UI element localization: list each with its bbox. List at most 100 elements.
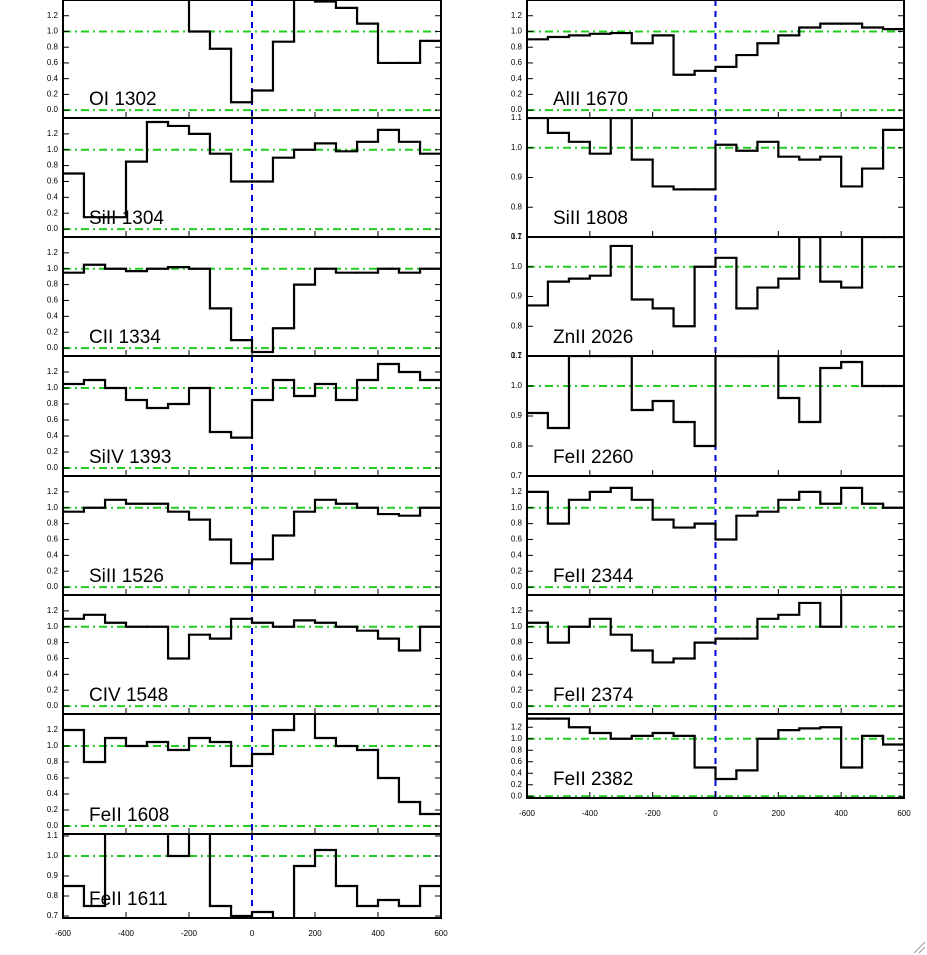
spectrum	[63, 120, 441, 219]
y-tick-label: 0.8	[511, 638, 523, 647]
panel: 0.0 0.2 0.4 0.6 0.8 1.0 1.2 -600 -400 -200 0 200 400…	[511, 713, 911, 818]
spectrum	[63, 362, 441, 439]
y-tick-label: 0.9	[511, 173, 523, 182]
y-tick-label: 0.0	[511, 791, 523, 800]
y-tick-label: 1.2	[47, 248, 59, 257]
y-tick-label: 1.0	[511, 622, 523, 631]
y-tick-label: 1.0	[511, 734, 523, 743]
panel: 0.7 0.8 0.9 1.0 1.1 ZnII 2026	[511, 232, 905, 360]
x-tick-label: -600	[55, 929, 72, 938]
x-tick-label: -200	[181, 929, 198, 938]
panel: 0.0 0.2 0.4 0.6 0.8 1.0 1.2 AlII 1670	[511, 0, 905, 119]
y-tick-label: 1.2	[47, 129, 59, 138]
y-tick-label: 1.0	[511, 262, 523, 271]
y-tick-label: 0.2	[47, 327, 59, 336]
y-tick-label: 1.0	[47, 851, 59, 860]
panel-title: FeII 1608	[89, 805, 169, 826]
x-tick-label: 0	[713, 809, 718, 818]
spectrum	[527, 237, 904, 328]
y-tick-label: 0.8	[511, 745, 523, 754]
panel-title: FeII 2260	[553, 447, 633, 468]
y-tick-label: 0.8	[47, 42, 59, 51]
y-tick-label: 0.4	[47, 74, 59, 83]
y-tick-label: 0.2	[511, 685, 523, 694]
panel: 0.0 0.2 0.4 0.6 0.8 1.0 1.2 FeII 1608	[47, 713, 442, 835]
y-tick-label: 1.0	[511, 143, 523, 152]
y-tick-label: 0.8	[47, 161, 59, 170]
y-tick-label: 0.8	[47, 280, 59, 289]
y-tick-label: 0.8	[47, 891, 59, 900]
spectrum	[527, 118, 904, 191]
y-tick-label: 0.6	[47, 177, 59, 186]
x-tick-label: 400	[371, 929, 385, 938]
x-tick-label: 600	[434, 929, 448, 938]
y-tick-label: 1.2	[511, 722, 523, 731]
panel-title: CIV 1548	[89, 685, 168, 706]
y-tick-label: 0.8	[47, 757, 59, 766]
y-tick-label: 0.0	[47, 343, 59, 352]
y-tick-label: 0.6	[511, 535, 523, 544]
x-tick-label: 200	[772, 809, 786, 818]
y-tick-label: 0.0	[47, 821, 59, 830]
panel-title: SiIV 1393	[89, 447, 171, 468]
y-tick-label: 0.8	[511, 202, 523, 211]
y-tick-label: 1.2	[511, 11, 523, 20]
x-tick-label: -600	[519, 809, 536, 818]
y-tick-label: 1.1	[511, 351, 523, 360]
spectrum	[527, 22, 904, 76]
x-tick-label: 400	[834, 809, 848, 818]
panel-title: AlII 1670	[553, 89, 628, 110]
panel: 0.0 0.2 0.4 0.6 0.8 1.0 1.2 FeII 2344	[511, 475, 905, 596]
y-tick-label: 0.2	[47, 805, 59, 814]
y-tick-label: 1.0	[47, 27, 59, 36]
y-tick-label: 0.0	[47, 463, 59, 472]
y-tick-label: 0.4	[511, 550, 523, 559]
y-tick-label: 0.4	[47, 669, 59, 678]
panel-title: FeII 2382	[553, 769, 633, 790]
y-tick-label: 1.2	[47, 725, 59, 734]
y-tick-label: 0.2	[511, 780, 523, 789]
y-tick-label: 0.2	[47, 685, 59, 694]
y-tick-label: 0.0	[511, 701, 523, 710]
panel: 0.7 0.8 0.9 1.0 1.1 -600 -400 -200 0 200 400 600 FeI…	[47, 831, 448, 938]
spectrum	[187, 0, 441, 104]
y-tick-label: 0.9	[47, 871, 59, 880]
y-tick-label: 1.0	[47, 503, 59, 512]
y-tick-label: 1.0	[511, 27, 523, 36]
y-tick-label: 1.2	[47, 487, 59, 496]
y-tick-label: 1.0	[511, 503, 523, 512]
y-tick-label: 1.0	[47, 622, 59, 631]
spectrum	[527, 486, 904, 541]
y-tick-label: 0.6	[47, 415, 59, 424]
y-tick-label: 0.4	[511, 768, 523, 777]
y-tick-label: 1.2	[511, 606, 523, 615]
y-tick-label: 1.0	[47, 741, 59, 750]
panel: 0.0 0.2 0.4 0.6 0.8 1.0 1.2 OI 1302	[47, 0, 442, 119]
spectrum	[527, 595, 843, 664]
y-tick-label: 0.4	[47, 789, 59, 798]
panel: 0.0 0.2 0.4 0.6 0.8 1.0 1.2 CIV 1548	[47, 594, 442, 715]
y-tick-label: 0.0	[511, 582, 523, 591]
y-tick-label: 0.8	[511, 321, 523, 330]
y-tick-label: 0.4	[47, 431, 59, 440]
y-tick-label: 0.0	[47, 582, 59, 591]
y-tick-label: 0.2	[47, 566, 59, 575]
panel: 0.0 0.2 0.4 0.6 0.8 1.0 1.2 SiIV 1393	[47, 355, 442, 477]
y-tick-label: 0.8	[47, 399, 59, 408]
y-tick-label: 0.6	[47, 535, 59, 544]
y-tick-label: 1.2	[47, 606, 59, 615]
x-tick-label: -400	[118, 929, 135, 938]
panel-title: CII 1334	[89, 327, 161, 348]
y-tick-label: 1.2	[47, 11, 59, 20]
y-tick-label: 0.7	[511, 351, 523, 360]
y-tick-label: 0.2	[511, 90, 523, 99]
y-tick-label: 0.4	[511, 669, 523, 678]
y-tick-label: 0.6	[511, 654, 523, 663]
y-tick-label: 0.2	[511, 566, 523, 575]
y-tick-label: 0.0	[47, 105, 59, 114]
panel: 0.0 0.2 0.4 0.6 0.8 1.0 1.2 SiII 1304	[47, 117, 442, 238]
y-tick-label: 1.1	[511, 113, 523, 122]
y-tick-label: 0.0	[511, 105, 523, 114]
y-tick-label: 0.2	[47, 447, 59, 456]
